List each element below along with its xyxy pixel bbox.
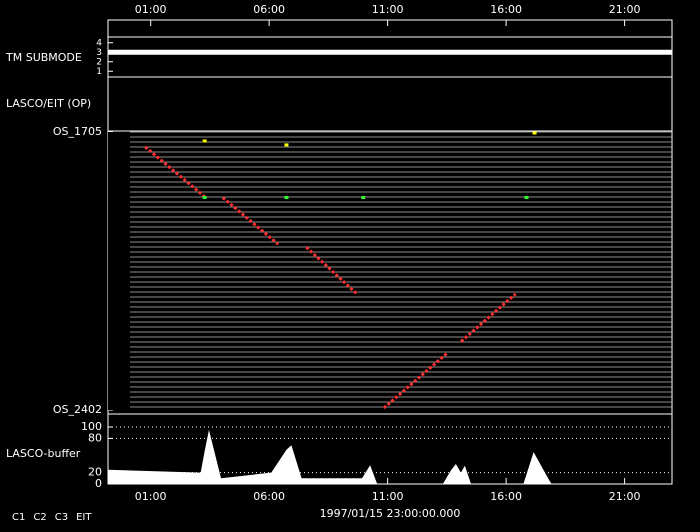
marker <box>524 196 529 200</box>
y-tick-label: 80 <box>88 431 102 444</box>
buffer-area <box>108 429 672 484</box>
label-column <box>108 132 130 410</box>
x-tick-label: 01:00 <box>135 490 167 503</box>
panel-label: LASCO/EIT (OP) <box>6 97 91 110</box>
y-tick-label: OS_2402 <box>53 403 102 416</box>
legend-entry: C3 <box>55 512 68 523</box>
x-tick-label: 21:00 <box>609 3 641 16</box>
x-tick-label: 06:00 <box>253 490 285 503</box>
legend-entry: EIT <box>76 512 92 523</box>
marker <box>202 196 207 200</box>
y-tick-label: 4 <box>96 38 102 48</box>
y-tick-label: 2 <box>96 57 102 67</box>
marker <box>532 131 537 135</box>
x-tick-label: 01:00 <box>135 3 167 16</box>
marker <box>361 196 366 200</box>
x-tick-label: 16:00 <box>490 490 522 503</box>
x-tick-label: 11:00 <box>372 3 404 16</box>
x-tick-label: 11:00 <box>372 490 404 503</box>
streak <box>382 352 448 410</box>
y-tick-label: OS_1705 <box>53 125 102 138</box>
marker <box>284 196 289 200</box>
y-tick-label: 3 <box>96 48 102 58</box>
y-tick-label: 0 <box>95 477 102 490</box>
streak <box>305 246 358 295</box>
y-tick-label: 1 <box>96 67 102 77</box>
marker <box>202 139 207 143</box>
y-tick-label: 100 <box>81 420 102 433</box>
streak <box>221 196 280 246</box>
legend-entry: C2 <box>33 512 46 523</box>
marker <box>284 143 289 147</box>
panel-label: TM SUBMODE <box>5 51 82 64</box>
x-tick-label: 21:00 <box>609 490 641 503</box>
streak <box>144 145 207 199</box>
start-time: 1997/01/15 23:00:00.000 <box>320 507 461 520</box>
y-tick-label: 20 <box>88 466 102 479</box>
x-tick-label: 16:00 <box>490 3 522 16</box>
panel-label: LASCO-buffer <box>6 447 81 460</box>
legend-entry: C1 <box>12 512 25 523</box>
x-tick-label: 06:00 <box>253 3 285 16</box>
streak <box>460 292 517 343</box>
